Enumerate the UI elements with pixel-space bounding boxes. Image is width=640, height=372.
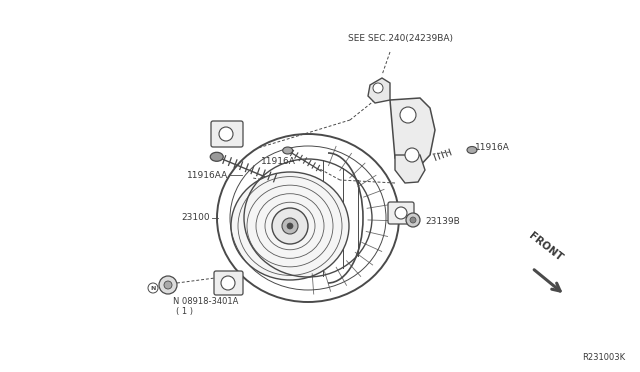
Circle shape	[221, 276, 235, 290]
FancyBboxPatch shape	[214, 271, 243, 295]
Text: FRONT: FRONT	[527, 231, 564, 263]
Ellipse shape	[467, 147, 477, 154]
Text: 11916AA: 11916AA	[187, 170, 228, 180]
Ellipse shape	[231, 172, 349, 280]
Circle shape	[395, 207, 407, 219]
FancyBboxPatch shape	[211, 121, 243, 147]
Polygon shape	[368, 78, 390, 103]
Circle shape	[219, 127, 233, 141]
Text: 11916A: 11916A	[261, 157, 296, 167]
Ellipse shape	[210, 152, 223, 161]
Polygon shape	[395, 155, 425, 183]
Text: SEE SEC.240(24239BA): SEE SEC.240(24239BA)	[348, 34, 452, 43]
Text: ( 1 ): ( 1 )	[176, 307, 193, 316]
Ellipse shape	[283, 147, 292, 154]
FancyBboxPatch shape	[388, 202, 414, 224]
Circle shape	[287, 223, 293, 229]
Circle shape	[272, 208, 308, 244]
Text: 23100: 23100	[181, 214, 210, 222]
Polygon shape	[390, 98, 435, 170]
Text: 23139B: 23139B	[425, 218, 460, 227]
Circle shape	[410, 217, 416, 223]
Circle shape	[406, 213, 420, 227]
Circle shape	[400, 107, 416, 123]
Circle shape	[159, 276, 177, 294]
Circle shape	[282, 218, 298, 234]
Text: N: N	[150, 285, 156, 291]
Circle shape	[405, 148, 419, 162]
Circle shape	[164, 281, 172, 289]
Text: R231003K: R231003K	[582, 353, 625, 362]
Text: 11916A: 11916A	[475, 144, 510, 153]
Text: N 08918-3401A: N 08918-3401A	[173, 297, 238, 306]
Circle shape	[373, 83, 383, 93]
